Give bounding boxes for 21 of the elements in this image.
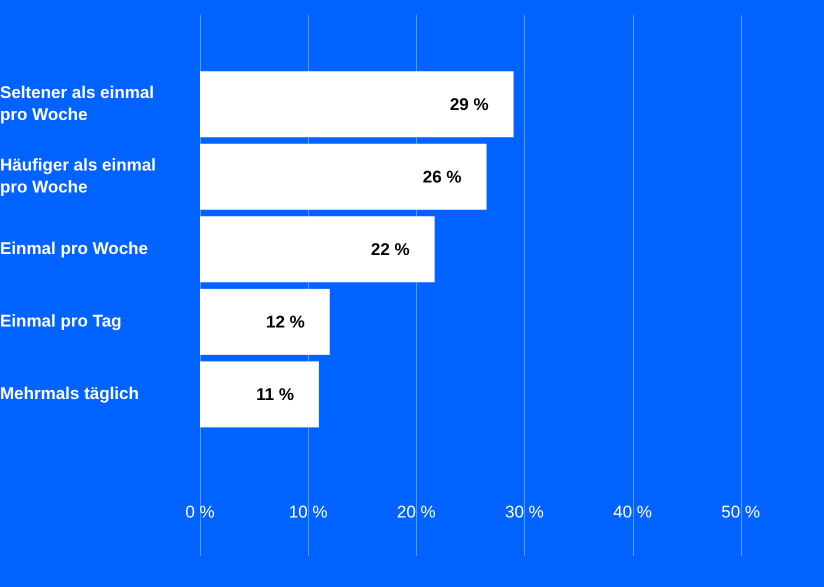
bar [200, 361, 319, 428]
bar [200, 216, 435, 282]
bar [200, 288, 330, 355]
data-label: 11 % [256, 385, 294, 404]
y-tick-label: Einmal pro Tag [0, 312, 122, 331]
bar [200, 144, 487, 210]
data-label: 26 % [422, 167, 462, 186]
bar [200, 71, 514, 138]
data-label: 12 % [266, 312, 305, 332]
x-tick-label: 40 % [613, 502, 652, 522]
x-tick-label: 10 % [288, 502, 328, 522]
y-tick-label: Mehrmals täglich [0, 384, 139, 404]
y-tick-label: Häufiger als einmal pro Woche [0, 155, 156, 197]
x-tick-label: 0 % [185, 502, 215, 522]
y-tick-label: Einmal pro Woche [0, 238, 148, 258]
data-label: 29 % [450, 94, 489, 114]
x-tick-label: 30 % [505, 502, 544, 522]
data-label: 22 % [370, 240, 410, 259]
x-tick-label: 50 % [721, 502, 760, 522]
y-tick-label: Seltener als einmal pro Woche [0, 82, 154, 124]
x-tick-label: 20 % [396, 502, 436, 522]
